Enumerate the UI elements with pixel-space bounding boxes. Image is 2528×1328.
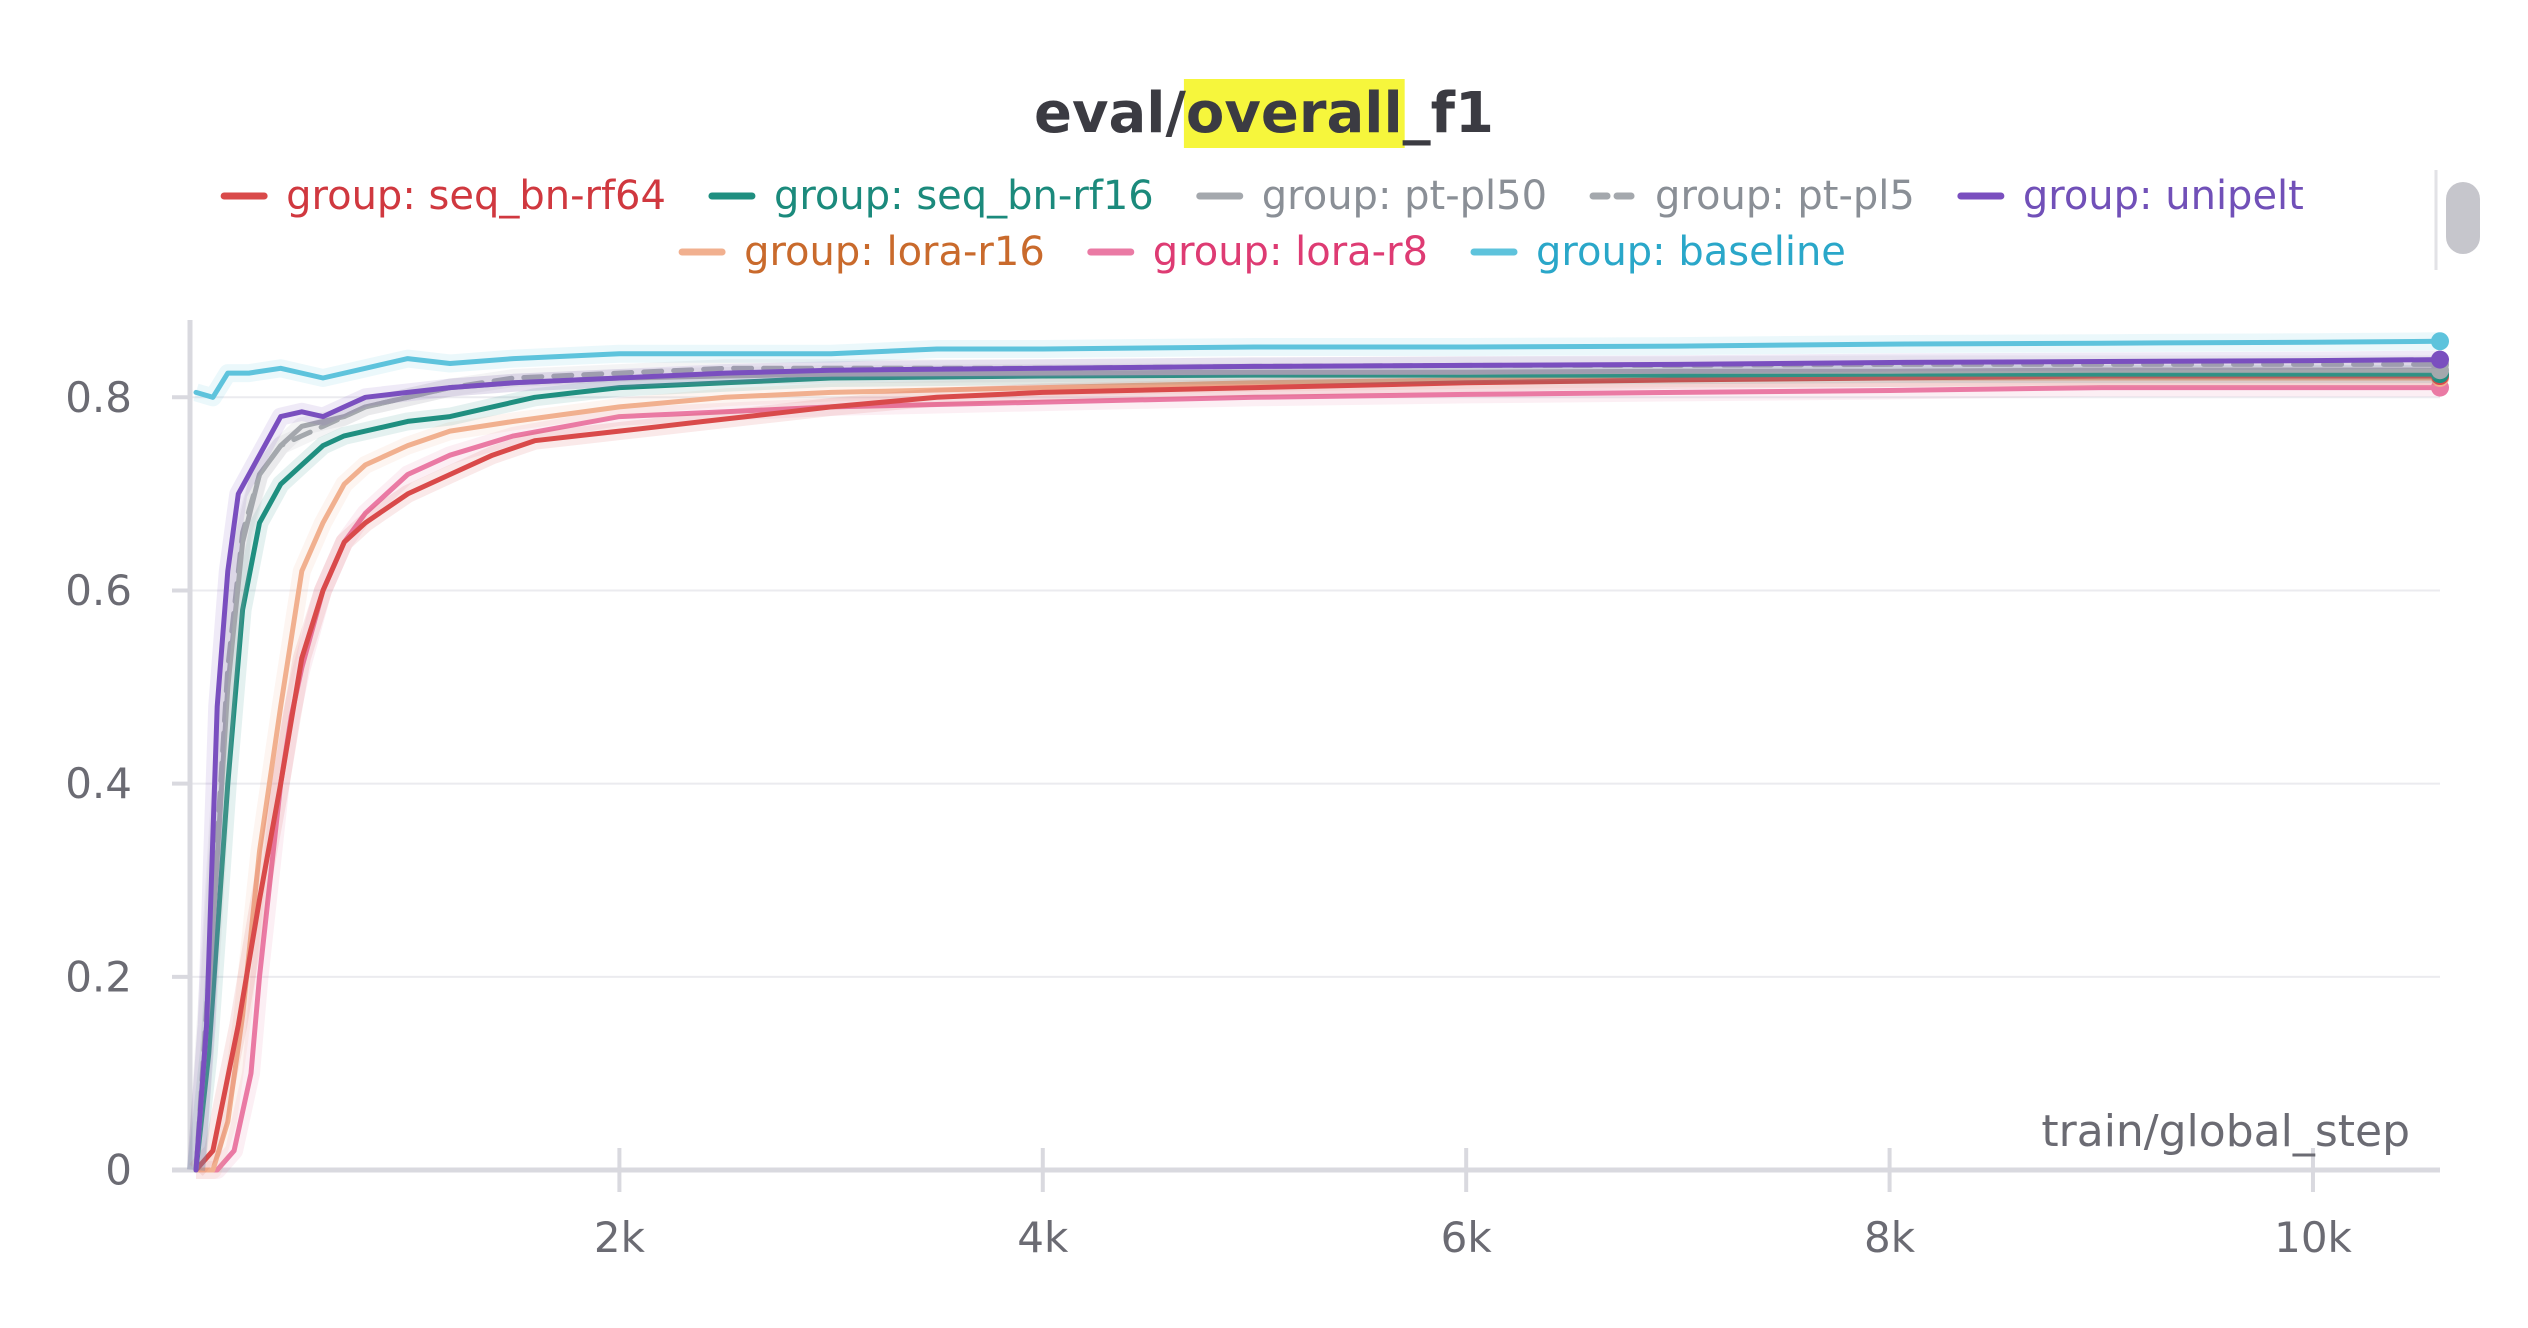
series-5[interactable] — [193, 368, 2449, 1179]
series-endpoint-4 — [2431, 350, 2449, 369]
legend-item-6[interactable]: group: lora-r8 — [1087, 229, 1428, 275]
series-band-5 — [196, 369, 2440, 1179]
series-line-2 — [193, 367, 2443, 1173]
series-6[interactable] — [193, 378, 2449, 1179]
y-tick-label-1: 0.2 — [65, 952, 132, 1001]
series-7[interactable] — [193, 332, 2449, 407]
legend-scrollbar-thumb[interactable] — [2446, 182, 2480, 254]
y-tick-label-3: 0.6 — [65, 566, 132, 615]
legend-item-4[interactable]: group: unipelt — [1957, 173, 2304, 219]
x-axis-label: train/global_step — [2041, 1106, 2410, 1157]
x-tick-label-4: 10k — [2274, 1213, 2352, 1262]
series-0[interactable] — [189, 367, 2449, 1176]
legend-scrollbar[interactable] — [2434, 170, 2480, 270]
series-endpoint-7 — [2431, 332, 2449, 351]
y-axis: 0 0.2 0.4 0.6 0.8 — [65, 320, 193, 1195]
series-line-4 — [193, 357, 2443, 1173]
legend-label-6: group: lora-r8 — [1153, 229, 1428, 275]
title-prefix: eval/ — [1034, 81, 1186, 146]
legend-item-1[interactable]: group: seq_bn-rf16 — [708, 173, 1154, 219]
grid — [190, 396, 2440, 978]
y-tick-label-4: 0.8 — [65, 373, 132, 422]
series-band-2 — [187, 361, 2440, 1171]
x-tick-label-0: 2k — [594, 1213, 646, 1262]
x-tick-label-3: 8k — [1864, 1213, 1916, 1262]
chart-title: eval/overall_f1 — [1034, 79, 1494, 148]
x-axis: 2k 4k 6k 8k 10k — [172, 1148, 2440, 1262]
legend-item-2[interactable]: group: pt-pl50 — [1196, 173, 1547, 219]
series-1[interactable] — [187, 365, 2449, 1173]
legend-item-0[interactable]: group: seq_bn-rf64 — [220, 173, 666, 219]
legend-item-3[interactable]: group: pt-pl5 — [1589, 173, 1915, 219]
x-tick-label-2: 6k — [1441, 1213, 1493, 1262]
series-band-1 — [187, 365, 2440, 1171]
series-line-3 — [193, 361, 2443, 1173]
legend-item-5[interactable]: group: lora-r16 — [678, 229, 1045, 275]
chart-title-text: eval/overall_f1 — [1034, 81, 1494, 146]
title-highlight — [1183, 79, 1405, 148]
series-layer — [187, 332, 2449, 1179]
series-line-7 — [193, 338, 2443, 400]
legend-label-5: group: lora-r16 — [744, 229, 1045, 275]
title-suffix: _f1 — [1403, 81, 1494, 146]
series-band-4 — [187, 350, 2441, 1171]
legend-label-3: group: pt-pl5 — [1655, 173, 1915, 219]
series-line-0 — [193, 373, 2443, 1173]
x-tick-label-1: 4k — [1017, 1213, 1069, 1262]
series-band-0 — [189, 367, 2440, 1176]
series-band-6 — [196, 378, 2440, 1179]
series-band-3 — [187, 355, 2440, 1171]
title-highlight-word: overall — [1186, 81, 1403, 146]
legend-label-4: group: unipelt — [2023, 173, 2304, 219]
y-tick-label-0: 0 — [105, 1146, 132, 1195]
y-tick-label-2: 0.4 — [65, 759, 132, 808]
legend-label-7: group: baseline — [1536, 229, 1846, 275]
series-3[interactable] — [187, 355, 2449, 1173]
legend-label-1: group: seq_bn-rf16 — [774, 173, 1154, 219]
legend-label-0: group: seq_bn-rf64 — [286, 173, 666, 219]
legend-label-2: group: pt-pl50 — [1262, 173, 1547, 219]
series-line-1 — [193, 371, 2443, 1173]
legend: group: seq_bn-rf64 group: seq_bn-rf16 grou… — [220, 173, 2304, 275]
series-line-5 — [193, 375, 2443, 1173]
legend-item-7[interactable]: group: baseline — [1470, 229, 1846, 275]
series-2[interactable] — [187, 361, 2449, 1173]
series-line-6 — [193, 385, 2443, 1173]
series-4[interactable] — [187, 350, 2449, 1173]
